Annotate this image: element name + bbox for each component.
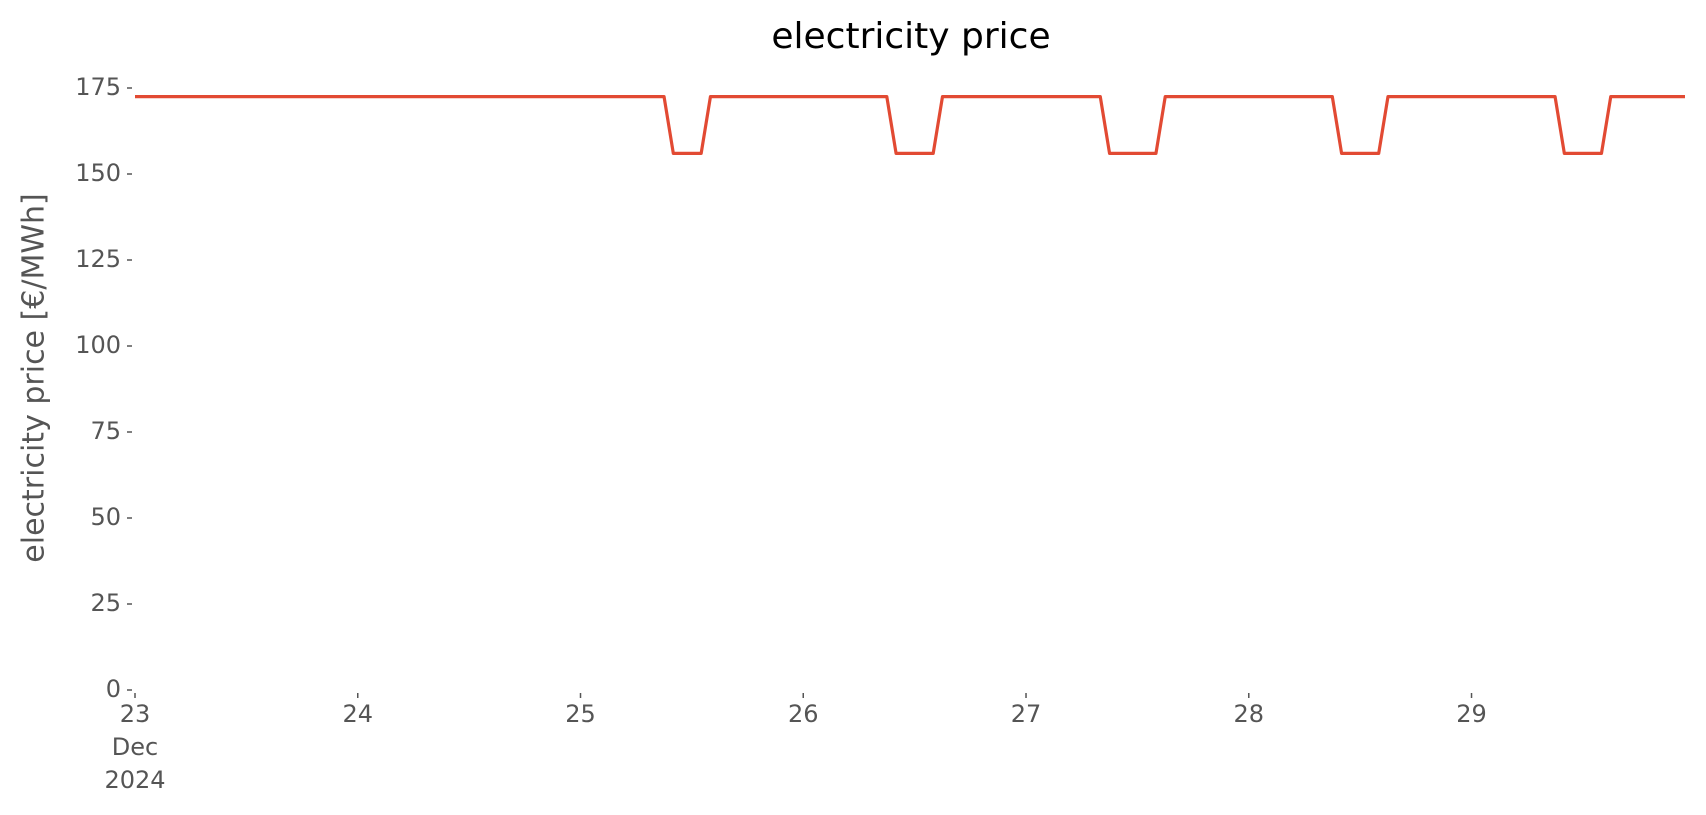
- y-tick-label: 175: [75, 73, 121, 101]
- x-tick-label: 26: [787, 700, 819, 728]
- y-tick-label: 100: [75, 331, 121, 359]
- x-tick-label: 24: [342, 700, 374, 728]
- chart-title: electricity price: [771, 16, 1050, 57]
- x-tick-label: 27: [1010, 700, 1042, 728]
- y-tick-label: 50: [90, 503, 121, 531]
- y-tick-label: 150: [75, 159, 121, 187]
- x-tick-label: 23 Dec 2024: [104, 700, 166, 794]
- price-line: [135, 94, 1685, 155]
- x-tick-label: 28: [1233, 700, 1265, 728]
- y-tick-label: 75: [90, 417, 121, 445]
- x-tick-label: 25: [565, 700, 596, 728]
- x-tick-label: 29: [1456, 700, 1487, 728]
- y-tick-label: 125: [75, 245, 121, 273]
- y-axis-label: electricity price [€/MWh]: [17, 193, 52, 562]
- y-tick-label: 25: [90, 589, 121, 617]
- y-tick-label: 0: [106, 675, 121, 703]
